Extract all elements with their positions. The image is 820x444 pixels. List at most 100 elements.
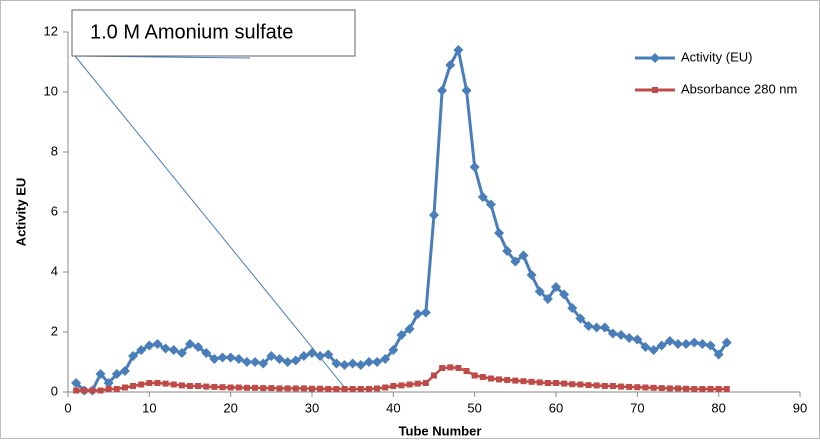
data-point [298,351,309,361]
x-tick-label: 70 [630,400,644,415]
data-point [331,358,342,369]
data-point [130,383,137,389]
legend-label: Activity (EU) [681,49,753,64]
y-axis-label: Activity EU [13,178,28,247]
data-point [624,333,635,343]
data-point [160,343,171,354]
data-point [656,340,667,351]
data-point [583,321,594,331]
data-point [528,378,535,385]
data-point [681,339,692,349]
data-point [290,355,301,366]
annotation-box [71,9,356,57]
data-point [691,386,698,392]
data-point [111,369,122,379]
y-tick-label: 4 [51,263,58,278]
data-point [414,380,421,387]
data-point [607,328,618,339]
data-point [333,386,340,392]
data-point [274,354,285,364]
data-point [551,282,561,292]
data-point [526,270,537,280]
data-point [648,345,659,355]
data-point [282,357,293,367]
data-point [642,384,649,391]
data-point [268,385,275,392]
data-point [374,385,381,392]
data-point [195,383,202,389]
x-tick-label: 90 [793,400,807,415]
data-point [618,383,625,390]
legend-marker [652,87,658,93]
x-tick-label: 60 [549,400,563,415]
data-point [243,384,250,391]
data-point [162,380,169,387]
data-point [471,372,478,379]
data-point [542,294,553,304]
data-point [591,322,602,333]
data-point [203,383,210,390]
data-point [187,383,193,389]
y-tick-label: 8 [51,143,58,158]
data-point [420,307,431,318]
data-point [201,348,212,358]
data-point [146,380,153,386]
data-point [315,351,326,361]
gradient-line [74,55,346,389]
x-tick-label: 10 [142,400,156,415]
data-point [422,380,429,386]
data-point [512,377,519,384]
data-point [136,345,147,355]
data-point [601,383,608,389]
data-point [119,366,130,376]
data-point [445,60,456,70]
data-point [689,337,700,348]
data-point [713,349,724,360]
data-point [721,337,732,348]
data-point [398,382,405,389]
data-point [447,364,454,371]
data-point [461,85,472,96]
data-point [292,385,299,392]
data-point [73,387,80,394]
data-point [71,378,82,388]
data-point [121,384,128,391]
y-tick-label: 0 [51,383,58,398]
data-point [128,351,139,361]
data-point [241,357,252,367]
data-point [504,377,511,383]
data-point [390,383,397,389]
data-point [380,354,391,364]
data-point [439,365,446,371]
data-point [260,385,267,392]
data-point [683,385,690,392]
data-point [372,357,383,367]
data-point [382,384,389,391]
data-point [502,246,513,256]
data-point [626,383,633,390]
data-point [536,379,543,386]
data-point [664,336,675,346]
data-point [437,85,448,96]
data-point [707,386,714,392]
data-point [307,348,317,358]
data-point [284,385,291,392]
data-point [185,339,195,349]
data-point [103,378,114,388]
x-tick-label: 0 [64,400,71,415]
data-point [561,380,568,387]
data-point [666,385,673,392]
data-point [258,358,269,369]
data-point [365,386,372,392]
data-point [233,354,244,364]
y-tick-label: 10 [44,83,58,98]
data-point [300,385,307,392]
data-point [349,386,356,392]
data-point [339,360,350,370]
data-point [429,210,439,220]
x-tick-label: 50 [467,400,481,415]
data-point [357,386,364,392]
data-point [487,375,494,382]
